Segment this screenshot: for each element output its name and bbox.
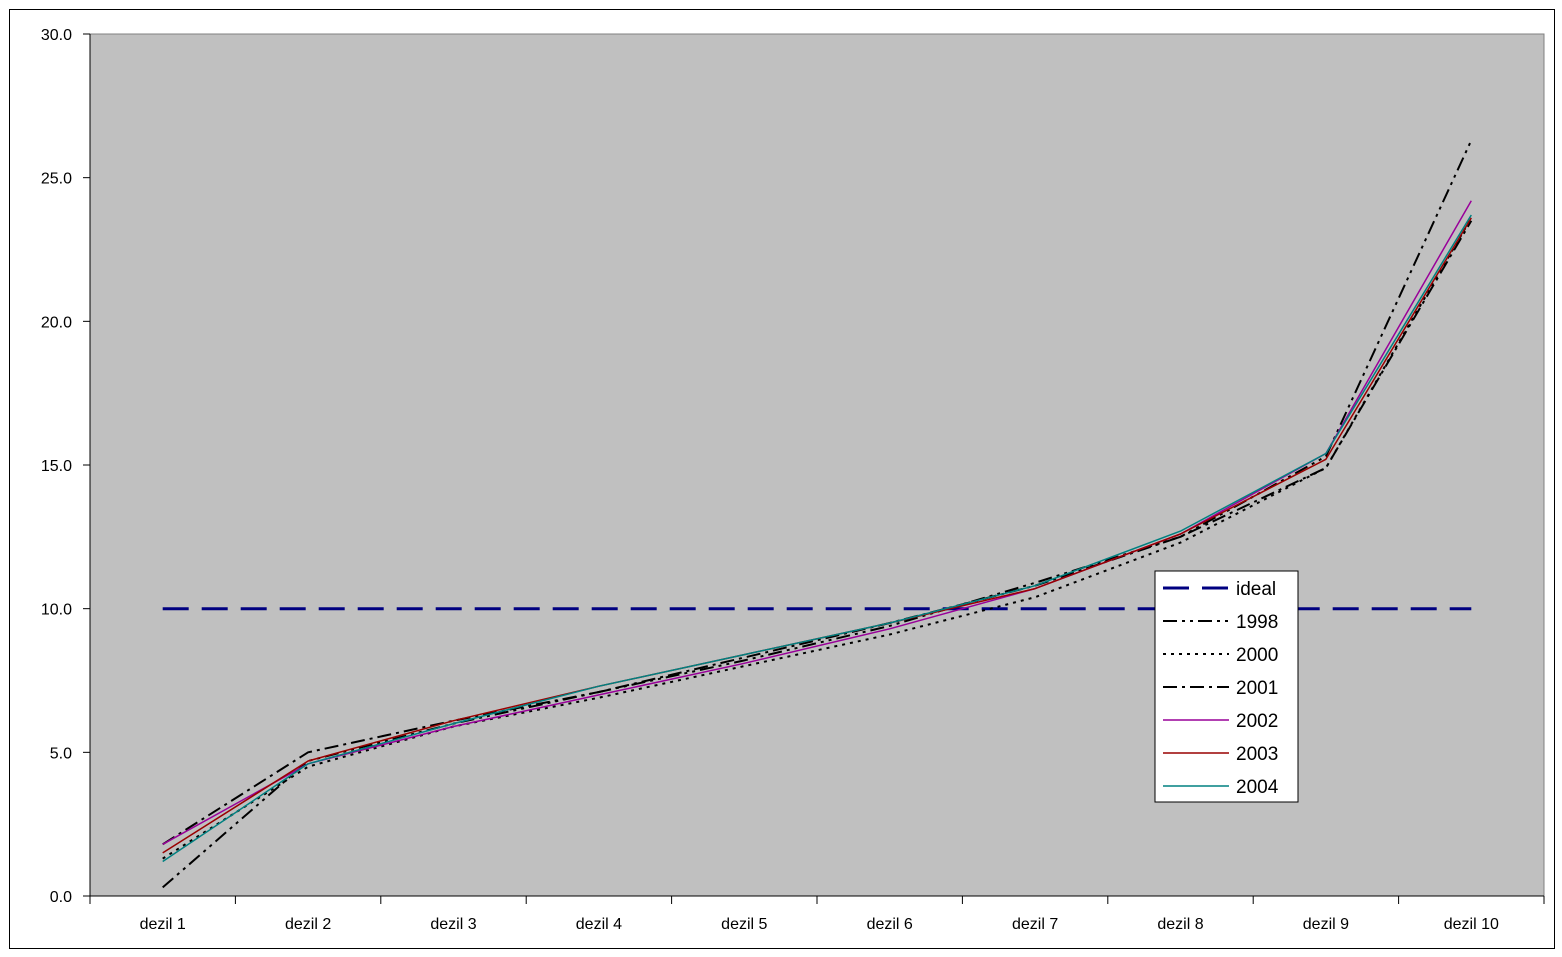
series-line-2001 <box>162 220 1473 846</box>
x-tick-label: dezil 5 <box>721 916 767 933</box>
legend-label-2001: 2001 <box>1236 678 1278 699</box>
legend-label-ideal: ideal <box>1236 579 1276 600</box>
legend-label-2002: 2002 <box>1236 711 1278 732</box>
y-tick-label: 30.0 <box>41 27 72 44</box>
x-tick-label: dezil 9 <box>1303 916 1349 933</box>
y-tick-label: 10.0 <box>41 602 72 619</box>
x-tick-label: dezil 2 <box>285 916 331 933</box>
legend-label-1998: 1998 <box>1236 612 1278 633</box>
plot-area <box>89 33 1545 897</box>
series-group <box>162 139 1473 889</box>
legend-label-2000: 2000 <box>1236 645 1278 666</box>
legend: ideal 1998 2000 2001 2002 2003 2004 <box>1154 570 1299 803</box>
legend-label-2004: 2004 <box>1236 777 1279 798</box>
y-tick-label: 15.0 <box>41 458 72 475</box>
y-tick-label: 5.0 <box>50 745 72 762</box>
y-axis: 0.0 5.0 10.0 15.0 20.0 25.0 30.0 <box>41 27 91 906</box>
x-axis: dezil 1 dezil 2 dezil 3 dezil 4 dezil 5 dezil… <box>89 895 1545 933</box>
legend-label-2003: 2003 <box>1236 744 1278 765</box>
x-tick-label: dezil 6 <box>867 916 913 933</box>
y-tick-label: 0.0 <box>50 889 72 906</box>
y-tick-label: 20.0 <box>41 314 72 331</box>
x-tick-label: dezil 4 <box>576 916 622 933</box>
x-tick-label: dezil 7 <box>1012 916 1058 933</box>
series-line-2004 <box>162 214 1472 863</box>
x-tick-label: dezil 8 <box>1157 916 1203 933</box>
x-tick-label: dezil 1 <box>140 916 186 933</box>
x-tick-label: dezil 3 <box>430 916 476 933</box>
x-tick-label: dezil 10 <box>1444 916 1499 933</box>
series-line-2002 <box>162 200 1472 845</box>
y-tick-label: 25.0 <box>41 171 72 188</box>
